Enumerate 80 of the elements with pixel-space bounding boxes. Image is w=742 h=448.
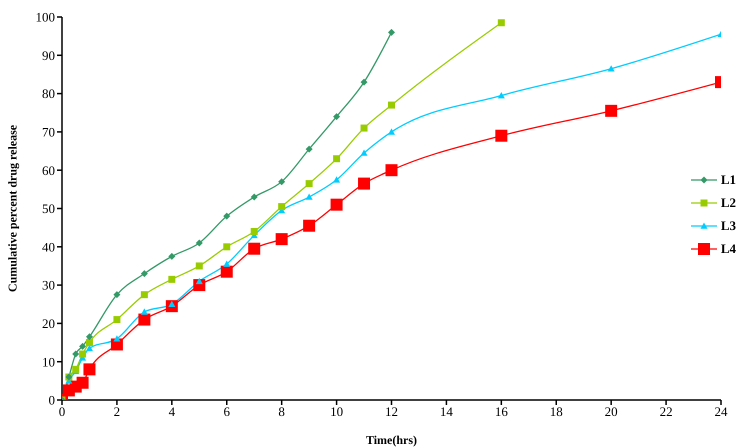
point bbox=[278, 203, 286, 210]
point bbox=[72, 350, 80, 358]
point bbox=[306, 180, 313, 188]
point bbox=[86, 339, 93, 346]
point bbox=[608, 65, 615, 72]
x-tick-label: 22 bbox=[660, 404, 673, 420]
x-tick-label: 12 bbox=[385, 404, 398, 420]
y-tick-label: 10 bbox=[42, 354, 55, 370]
y-tick-label: 50 bbox=[42, 201, 55, 216]
x-axis-title: Time(hrs) bbox=[366, 433, 418, 447]
point bbox=[303, 220, 316, 232]
x-tick-label: 2 bbox=[114, 404, 120, 420]
x-tick-label: 24 bbox=[714, 404, 728, 420]
point bbox=[605, 104, 618, 117]
point bbox=[79, 342, 86, 350]
legend-label: L4 bbox=[720, 240, 736, 256]
y-tick-label: 100 bbox=[36, 10, 55, 25]
x-tick-label: 16 bbox=[494, 404, 508, 420]
point bbox=[306, 194, 313, 200]
point bbox=[278, 178, 286, 186]
point bbox=[196, 278, 203, 284]
x-tick-label: 0 bbox=[58, 404, 66, 420]
y-tick-label: 90 bbox=[42, 48, 55, 63]
legend-label: L3 bbox=[720, 218, 736, 234]
point bbox=[168, 252, 176, 260]
y-tick-label: 40 bbox=[42, 239, 55, 254]
point bbox=[113, 291, 120, 298]
point bbox=[360, 78, 368, 86]
point bbox=[333, 176, 340, 183]
point bbox=[498, 92, 505, 98]
point bbox=[360, 149, 368, 156]
y-tick-label: 60 bbox=[42, 162, 55, 178]
point bbox=[250, 228, 258, 235]
point bbox=[223, 243, 230, 250]
y-tick-label: 20 bbox=[42, 316, 55, 332]
y-tick-label: 80 bbox=[42, 86, 55, 102]
x-tick-label: 4 bbox=[168, 404, 176, 420]
x-tick-label: 10 bbox=[330, 404, 344, 420]
point bbox=[140, 291, 148, 298]
y-tick-label: 0 bbox=[48, 392, 55, 408]
y-tick-label: 70 bbox=[42, 124, 55, 140]
point bbox=[220, 266, 233, 278]
y-axis-title: Cumulative percent drug release bbox=[5, 124, 20, 292]
x-tick-label: 6 bbox=[224, 404, 230, 420]
point bbox=[360, 124, 368, 132]
point bbox=[140, 308, 148, 315]
point bbox=[113, 316, 120, 324]
point bbox=[168, 276, 176, 283]
x-tick-label: 18 bbox=[550, 404, 563, 420]
x-tick-label: 20 bbox=[604, 404, 618, 420]
point bbox=[276, 233, 288, 246]
point bbox=[498, 19, 505, 26]
legend-label: L1 bbox=[720, 172, 736, 188]
legend-label: L2 bbox=[720, 194, 736, 210]
point bbox=[333, 155, 340, 162]
point bbox=[386, 164, 398, 176]
point bbox=[223, 212, 230, 220]
point bbox=[138, 314, 150, 326]
point bbox=[330, 198, 343, 211]
point bbox=[196, 262, 203, 270]
point bbox=[83, 363, 96, 376]
point bbox=[333, 113, 340, 120]
point bbox=[388, 102, 395, 109]
point bbox=[388, 28, 395, 36]
point bbox=[76, 376, 89, 389]
point bbox=[140, 270, 148, 278]
point bbox=[250, 194, 258, 201]
point bbox=[388, 128, 395, 135]
point bbox=[223, 260, 230, 267]
point bbox=[86, 333, 93, 340]
y-tick-label: 30 bbox=[42, 278, 55, 293]
x-tick-label: 14 bbox=[440, 404, 454, 420]
point bbox=[196, 239, 203, 246]
point bbox=[495, 130, 508, 142]
point bbox=[113, 335, 120, 342]
point bbox=[358, 178, 370, 190]
x-tick-label: 8 bbox=[278, 404, 285, 420]
point bbox=[79, 350, 86, 358]
point bbox=[248, 242, 260, 255]
point bbox=[306, 146, 313, 153]
